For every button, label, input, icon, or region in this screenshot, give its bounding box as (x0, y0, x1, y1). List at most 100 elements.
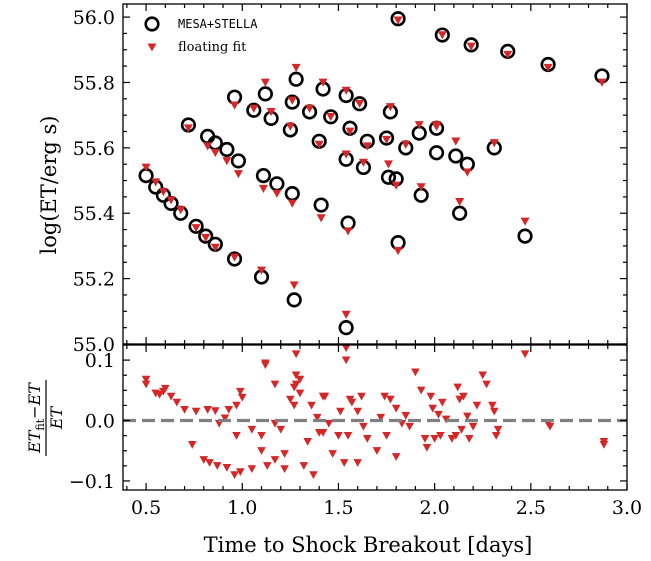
residual-point (222, 463, 232, 472)
residual-point (230, 471, 239, 479)
mesa-stella-point (284, 94, 300, 110)
axis-tick-labels: 55.0 55.2 55.4 55.6 55.8 56.0 −0.1 0.0 0.1 0.5 1.0… (69, 7, 642, 519)
floating-fit-point (341, 86, 351, 95)
residual-point (334, 431, 343, 440)
residual-point (453, 383, 463, 392)
floating-fit-point (210, 148, 220, 158)
residual-point (463, 412, 472, 421)
residual-point (411, 368, 420, 377)
residual-point (232, 401, 241, 410)
mesa-stella-point (378, 130, 395, 146)
floating-fit-point (416, 183, 426, 192)
floating-fit-point (287, 96, 297, 105)
residual-point (353, 407, 362, 416)
residual-point (357, 392, 366, 401)
residual-point (141, 375, 151, 384)
residual-point (599, 441, 609, 449)
residual-point (205, 459, 214, 467)
residual-point (299, 462, 309, 470)
floating-fit-point (191, 224, 201, 233)
floating-fit-point (258, 184, 268, 193)
residual-point (232, 431, 241, 440)
floating-fit-point (383, 160, 393, 169)
floating-fit-point (503, 50, 513, 59)
residual-point (459, 392, 468, 401)
residual-point (276, 425, 286, 434)
residual-point (257, 431, 266, 440)
floating-fit-point (341, 150, 351, 159)
floating-fit-point (318, 78, 328, 87)
residual-point (386, 395, 395, 404)
residual-point (262, 462, 272, 470)
residual-point (451, 431, 461, 440)
residual-point (347, 398, 357, 407)
main-plot-markers (138, 11, 610, 336)
residual-point (155, 390, 164, 399)
mesa-stella-point (219, 141, 235, 158)
floating-fit-point (543, 63, 553, 73)
residual-point (341, 356, 351, 365)
residual-point (455, 395, 464, 404)
legend-marker-floating-fit (147, 43, 157, 52)
residual-point (336, 407, 345, 416)
residual-point (436, 431, 445, 440)
floating-fit-point (314, 140, 324, 149)
mesa-stella-point (226, 251, 243, 267)
floating-fit-point (151, 178, 161, 187)
floating-fit-point (203, 142, 213, 151)
residual-point (320, 392, 330, 401)
legend-marker-mesa-stella (144, 16, 160, 32)
residual-point (468, 422, 478, 431)
residual-point (416, 386, 426, 395)
floating-fit-point (382, 135, 392, 144)
floating-fit-point (305, 104, 315, 113)
main-y-tick-label: 56.0 (73, 7, 115, 29)
mesa-stella-point (448, 148, 464, 164)
residual-point (382, 431, 391, 440)
residual-point (307, 401, 316, 410)
residual-point (257, 447, 266, 455)
residual-y-axis-title: ETfit−ET ET (25, 380, 66, 456)
floating-fit-point (257, 266, 267, 275)
residual-point (438, 398, 447, 407)
residual-point (295, 375, 305, 384)
floating-fit-point (455, 197, 465, 207)
residual-point (289, 401, 299, 410)
residual-point (343, 431, 353, 440)
residual-point (224, 405, 234, 414)
residual-point (280, 450, 289, 458)
residual-point (199, 456, 209, 464)
residual-point (545, 422, 555, 431)
floating-fit-point (401, 140, 411, 149)
residual-point (318, 428, 328, 437)
residual-point (270, 380, 280, 389)
floating-fit-point (345, 127, 355, 136)
floating-fit-point (266, 108, 276, 117)
floating-fit-point (210, 243, 220, 252)
residual-point (434, 410, 443, 419)
residual-point (430, 434, 439, 443)
residual-point (353, 459, 362, 467)
residual-point (236, 387, 245, 396)
mesa-stella-point (323, 109, 339, 125)
floating-fit-point (183, 124, 193, 133)
floating-fit-point (451, 137, 461, 146)
residual-point (303, 438, 312, 446)
residual-point (488, 401, 497, 410)
x-axis-title: Time to Shock Breakout [days] (204, 533, 533, 557)
residual-point (372, 447, 382, 455)
floating-fit-point (230, 101, 240, 110)
residual-point (420, 434, 430, 443)
mesa-stella-point (434, 27, 450, 43)
residual-y-label-numerator: ETfit−ET (25, 382, 47, 454)
residual-point (520, 350, 530, 359)
main-y-tick-label: 55.4 (73, 203, 115, 225)
floating-fit-point (141, 163, 151, 172)
residual-point (426, 392, 436, 401)
floating-fit-point (158, 188, 168, 197)
residual-point (286, 395, 295, 404)
residual-point (328, 450, 337, 458)
floating-fit-point (385, 103, 395, 112)
mesa-stella-point (255, 168, 272, 184)
floating-fit-point (260, 78, 270, 87)
